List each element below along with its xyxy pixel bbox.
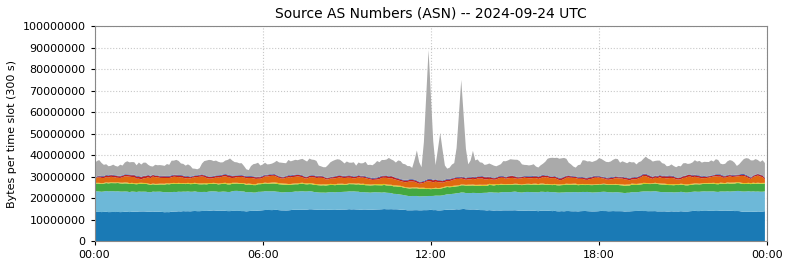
Title: Source AS Numbers (ASN) -- 2024-09-24 UTC: Source AS Numbers (ASN) -- 2024-09-24 UT… (275, 7, 587, 21)
Y-axis label: Bytes per time slot (300 s): Bytes per time slot (300 s) (7, 60, 17, 208)
